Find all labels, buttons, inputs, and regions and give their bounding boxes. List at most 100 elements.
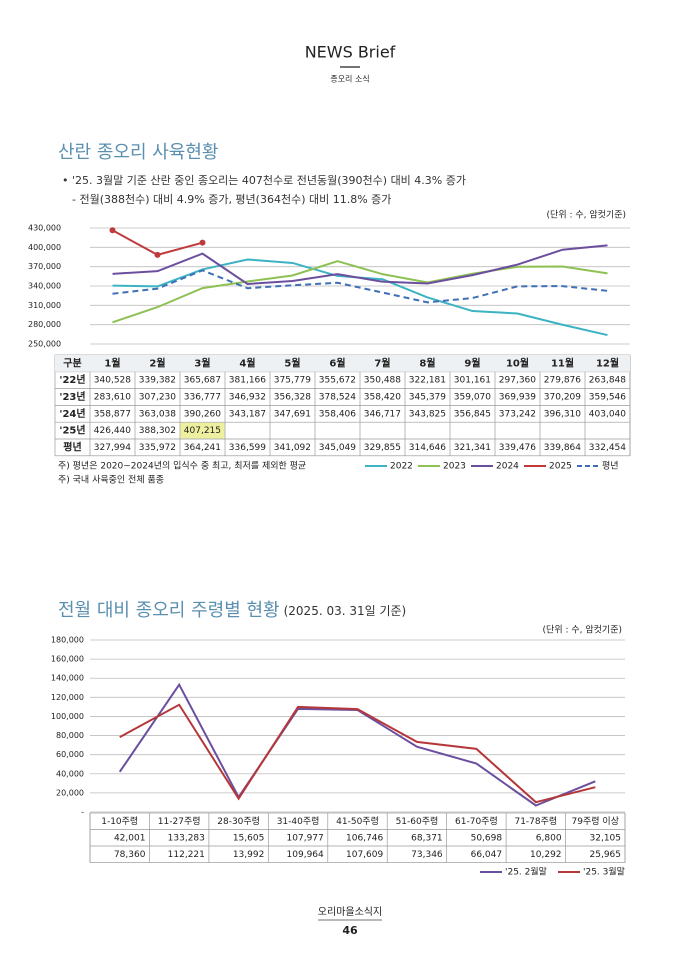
series-line — [112, 260, 608, 324]
unit: (단위 : 수, 암컷기준) — [543, 624, 622, 636]
cell-value: 279,876 — [544, 376, 581, 386]
cell-value: 369,939 — [499, 393, 536, 403]
column-header: 1-10주령 — [101, 815, 138, 827]
y-tick-label: 310,000 — [28, 301, 61, 310]
column-header: 51-60주령 — [396, 815, 439, 827]
highlight — [180, 422, 225, 439]
cell-value: 426,440 — [94, 426, 131, 436]
cell-value: 66,047 — [471, 850, 503, 860]
cell-value: 345,049 — [319, 443, 356, 453]
row-label: '25년 — [59, 424, 85, 437]
legend-label: 평년 — [602, 461, 619, 472]
cell-value: 364,241 — [184, 443, 221, 453]
column-header: 8월 — [419, 357, 435, 369]
cell-value: 339,382 — [139, 376, 176, 386]
y-tick-label: 80,000 — [56, 731, 84, 740]
y-tick-label: 430,000 — [28, 224, 61, 233]
y-tick-label: 40,000 — [56, 769, 84, 778]
legend-label: 2024 — [496, 462, 519, 472]
y-tick-label: 160,000 — [51, 655, 84, 664]
cell-value: 68,371 — [411, 833, 443, 843]
cell-value: 107,609 — [346, 850, 383, 860]
column-header: 4월 — [239, 357, 255, 369]
cell-value: 321,341 — [454, 443, 491, 453]
cell-value: 343,187 — [229, 409, 266, 419]
column-header: 7월 — [374, 357, 390, 369]
title: 전월 대비 종오리 주령별 현황 — [58, 600, 280, 621]
column-header: 11월 — [551, 357, 574, 369]
unit: (단위 : 수, 암컷기준) — [547, 209, 626, 221]
cell-value: 343,825 — [409, 409, 446, 419]
corner-label: 구분 — [63, 357, 81, 369]
footer-title: 오리마을소식지 — [318, 906, 382, 918]
cell-value: 332,454 — [589, 443, 626, 453]
cell-value: 50,698 — [471, 833, 503, 843]
column-header: 79주령 이상 — [572, 815, 619, 827]
cell-value: 6,800 — [536, 833, 562, 843]
cell-value: 307,230 — [139, 393, 176, 403]
cell-value: 301,161 — [454, 376, 491, 386]
column-header: 5월 — [284, 357, 300, 369]
cell-value: 314,646 — [409, 443, 446, 453]
series-line — [112, 258, 608, 337]
row-label: '22년 — [59, 373, 85, 386]
cell-value: 363,038 — [139, 409, 176, 419]
cell-value: 78,360 — [114, 850, 146, 860]
cell-value: 283,610 — [94, 393, 131, 403]
legend-label: '25. 3월말 — [583, 866, 625, 878]
column-header: 28-30주령 — [217, 815, 260, 827]
cell-value: 345,379 — [409, 393, 446, 403]
column-header: 11-27주령 — [158, 815, 201, 827]
cell-value: 359,546 — [589, 393, 626, 403]
cell-value: 263,848 — [589, 376, 626, 386]
y-tick-label: - — [81, 808, 84, 817]
cell-value: 388,302 — [139, 426, 176, 436]
y-tick-label: 400,000 — [28, 243, 61, 252]
y-tick-label: 140,000 — [51, 674, 84, 683]
column-header: 1월 — [104, 357, 120, 369]
cell-value: 365,687 — [184, 376, 221, 386]
cell-value: 390,260 — [184, 409, 221, 419]
cell-value: 340,528 — [94, 376, 131, 386]
cell-value: 25,965 — [590, 850, 622, 860]
column-header: 31-40주령 — [277, 815, 320, 827]
series-line — [112, 269, 608, 304]
cell-value: 15,605 — [233, 833, 265, 843]
cell-value: 347,691 — [274, 409, 311, 419]
header-subtitle: 종오리 소식 — [330, 75, 369, 84]
cell-value: 106,746 — [346, 833, 383, 843]
cell-value: 335,972 — [139, 443, 176, 453]
cell-value: 297,360 — [499, 376, 536, 386]
cell-value: 346,932 — [229, 393, 266, 403]
cell-value: 109,964 — [287, 850, 324, 860]
section-title: 전월 대비 종오리 주령별 현황 (2025. 03. 31일 기준) — [58, 600, 406, 621]
marker — [199, 239, 206, 246]
cell-value: 356,845 — [454, 409, 491, 419]
row-label: 평년 — [63, 440, 81, 453]
cell-value: 327,994 — [94, 443, 131, 453]
cell-value: 396,310 — [544, 409, 581, 419]
footnote: 주) 평년은 2020~2024년의 입식수 중 최고, 최저를 제외한 평균 — [58, 460, 306, 472]
marker — [154, 251, 161, 258]
section-title: 산란 종오리 사육현황 — [58, 142, 218, 163]
column-header: 2월 — [149, 357, 165, 369]
cell-value: 359,070 — [454, 393, 491, 403]
column-header: 6월 — [329, 357, 345, 369]
marker — [109, 227, 116, 234]
column-header: 10월 — [506, 357, 529, 369]
column-header: 71-78주령 — [514, 815, 557, 827]
y-tick-label: 60,000 — [56, 750, 84, 759]
footnote: 주) 국내 사육중인 전체 품종 — [58, 475, 164, 486]
row-label: '23년 — [59, 390, 85, 403]
page-number: 46 — [342, 924, 358, 937]
y-tick-label: 180,000 — [51, 636, 84, 645]
cell-value: 358,406 — [319, 409, 356, 419]
header-bg — [55, 355, 630, 372]
legend-label: 2025 — [549, 462, 572, 472]
cell-value: 358,420 — [364, 393, 401, 403]
cell-value: 356,328 — [274, 393, 311, 403]
series-line — [112, 244, 608, 285]
cell-value: 73,346 — [411, 850, 443, 860]
cell-value: 133,283 — [168, 833, 205, 843]
cell-value: 355,672 — [319, 376, 356, 386]
